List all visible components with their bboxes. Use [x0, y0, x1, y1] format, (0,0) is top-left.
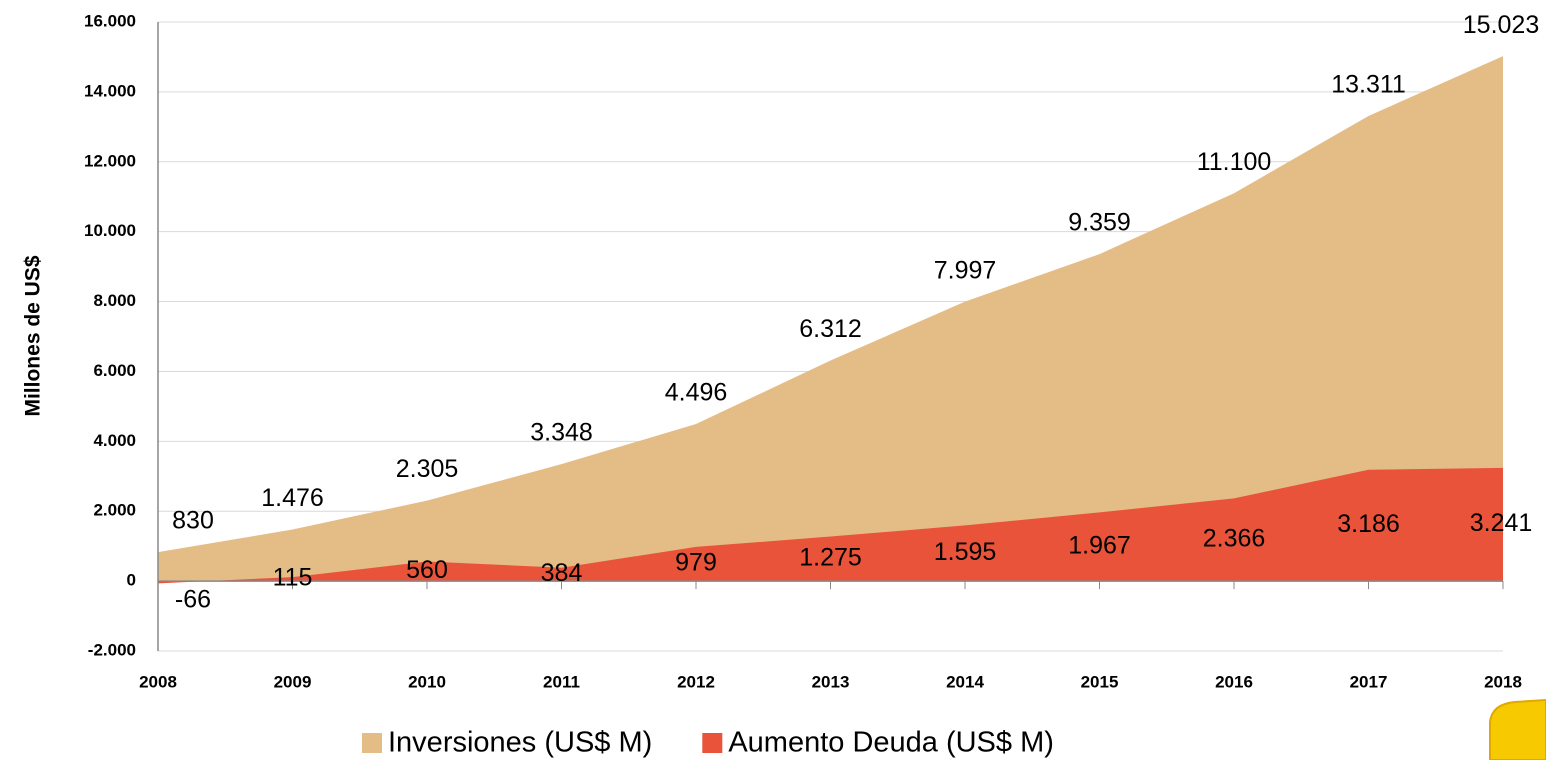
data-label: 3.186 [1337, 510, 1400, 538]
area [158, 56, 1503, 582]
x-tick-label: 2015 [1081, 672, 1119, 691]
x-tick-label: 2013 [812, 672, 850, 691]
data-label: 4.496 [665, 379, 728, 407]
y-tick-label: -2.000 [88, 640, 136, 659]
data-label: 11.100 [1197, 148, 1272, 176]
x-tick-label: 2016 [1215, 672, 1253, 691]
x-tick-label: 2017 [1350, 672, 1388, 691]
x-tick-label: 2014 [946, 672, 984, 691]
data-label: 15.023 [1463, 11, 1539, 39]
area [158, 467, 1503, 584]
legend-label: Aumento Deuda (US$ M) [728, 727, 1054, 759]
legend-swatch [702, 733, 723, 753]
data-label: 6.312 [799, 315, 862, 343]
data-label: 13.311 [1331, 71, 1406, 99]
data-label: 560 [406, 556, 448, 584]
data-label: 830 [172, 507, 214, 535]
data-label: 384 [541, 559, 583, 587]
x-tick-label: 2009 [274, 672, 312, 691]
y-tick-label: 4.000 [93, 431, 136, 450]
legend-swatch [362, 733, 382, 753]
y-tick-label: 14.000 [84, 81, 136, 100]
x-tick-label: 2012 [677, 672, 715, 691]
x-tick-label: 2011 [543, 672, 580, 691]
data-label: 3.348 [530, 419, 593, 447]
data-label: 115 [273, 564, 313, 592]
x-tick-label: 2018 [1484, 672, 1522, 691]
data-label: 1.476 [261, 484, 324, 512]
data-label: 979 [675, 549, 717, 577]
data-label: 7.997 [934, 256, 997, 284]
data-label: 3.241 [1470, 509, 1533, 537]
data-label: 2.305 [396, 455, 459, 483]
data-label: -66 [175, 586, 211, 614]
y-tick-label: 6.000 [93, 361, 136, 380]
data-label: 1.967 [1068, 531, 1131, 559]
y-axis-label: Millones de US$ [22, 255, 45, 416]
data-label: 1.275 [799, 543, 862, 571]
legend-label: Inversiones (US$ M) [388, 727, 652, 759]
y-tick-label: 0 [127, 571, 136, 590]
data-label: 1.595 [934, 538, 997, 566]
y-tick-label: 10.000 [84, 221, 136, 240]
data-label: 9.359 [1068, 209, 1131, 237]
y-tick-label: 12.000 [84, 151, 136, 170]
corner-decoration [1489, 698, 1546, 760]
data-label: 2.366 [1203, 524, 1266, 552]
y-tick-label: 8.000 [93, 291, 136, 310]
x-tick-label: 2008 [139, 672, 177, 691]
x-tick-label: 2010 [408, 672, 446, 691]
y-tick-label: 2.000 [93, 501, 136, 520]
y-tick-label: 16.000 [84, 11, 136, 30]
